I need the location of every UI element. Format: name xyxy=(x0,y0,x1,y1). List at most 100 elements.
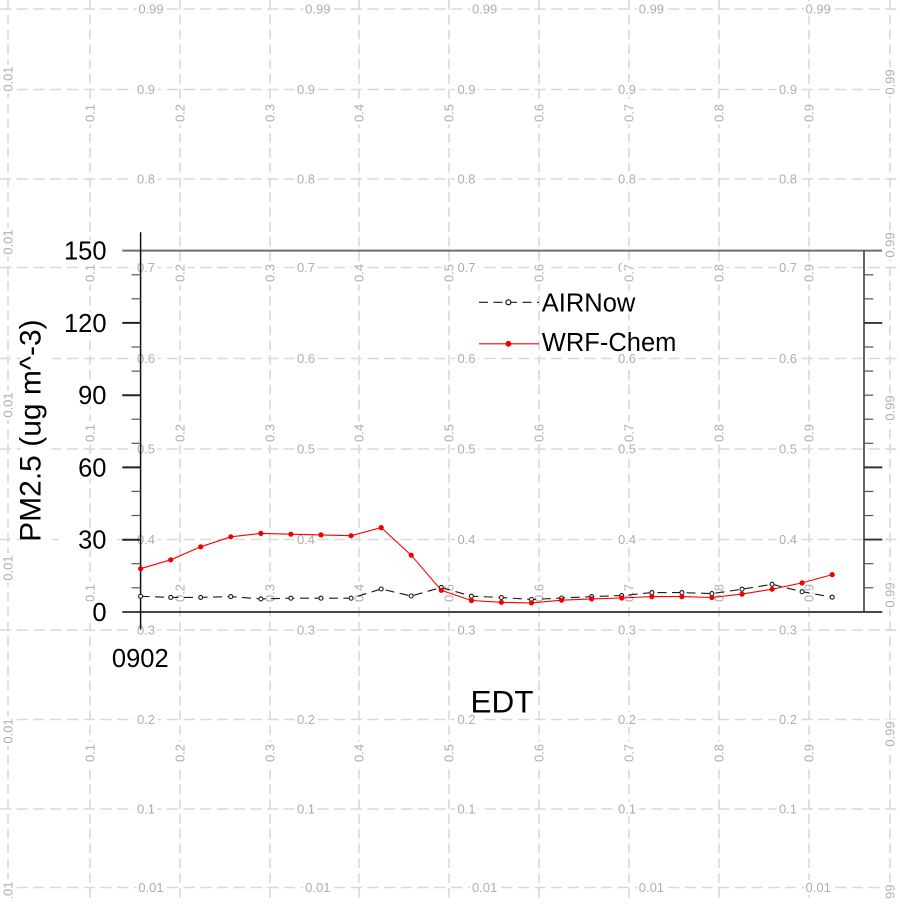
svg-text:0.3: 0.3 xyxy=(297,623,315,638)
svg-text:0.2: 0.2 xyxy=(779,712,797,727)
svg-text:0.7: 0.7 xyxy=(137,260,155,275)
svg-text:0.01: 0.01 xyxy=(1,881,16,900)
svg-text:0.5: 0.5 xyxy=(779,442,797,457)
svg-text:0.6: 0.6 xyxy=(779,351,797,366)
svg-text:0.99: 0.99 xyxy=(472,2,497,17)
svg-text:0.99: 0.99 xyxy=(883,884,898,900)
svg-text:0.3: 0.3 xyxy=(263,104,278,122)
svg-text:0.3: 0.3 xyxy=(263,744,278,762)
svg-text:0.1: 0.1 xyxy=(779,802,797,817)
svg-text:0.5: 0.5 xyxy=(442,264,457,282)
svg-text:0.1: 0.1 xyxy=(137,802,155,817)
svg-text:0.99: 0.99 xyxy=(883,69,898,94)
svg-text:0.99: 0.99 xyxy=(883,721,898,746)
svg-text:0.01: 0.01 xyxy=(138,880,163,895)
svg-text:0.5: 0.5 xyxy=(442,424,457,442)
svg-text:0.1: 0.1 xyxy=(457,802,475,817)
svg-text:0.01: 0.01 xyxy=(1,555,16,580)
svg-text:0.2: 0.2 xyxy=(297,712,315,727)
svg-text:0.4: 0.4 xyxy=(352,264,367,282)
svg-text:0.1: 0.1 xyxy=(83,264,98,282)
svg-text:0.01: 0.01 xyxy=(1,392,16,417)
svg-text:0.5: 0.5 xyxy=(297,442,315,457)
svg-text:0.01: 0.01 xyxy=(1,66,16,91)
svg-text:0.1: 0.1 xyxy=(618,802,636,817)
svg-text:0.1: 0.1 xyxy=(297,802,315,817)
svg-text:0.99: 0.99 xyxy=(883,582,898,607)
svg-text:0.7: 0.7 xyxy=(779,260,797,275)
svg-text:0.99: 0.99 xyxy=(883,232,898,257)
svg-text:0.9: 0.9 xyxy=(137,82,155,97)
svg-text:0.8: 0.8 xyxy=(779,172,797,187)
svg-text:0: 0 xyxy=(92,599,106,627)
svg-text:0902: 0902 xyxy=(112,645,169,673)
svg-text:0.6: 0.6 xyxy=(532,744,547,762)
svg-text:EDT: EDT xyxy=(471,684,534,720)
svg-text:0.7: 0.7 xyxy=(457,260,475,275)
svg-text:0.9: 0.9 xyxy=(802,744,817,762)
svg-text:0.2: 0.2 xyxy=(173,584,188,602)
svg-text:0.6: 0.6 xyxy=(297,351,315,366)
svg-text:0.8: 0.8 xyxy=(297,172,315,187)
svg-text:0.6: 0.6 xyxy=(532,424,547,442)
svg-text:0.01: 0.01 xyxy=(305,880,330,895)
svg-text:0.9: 0.9 xyxy=(618,82,636,97)
svg-text:0.3: 0.3 xyxy=(779,623,797,638)
svg-text:0.1: 0.1 xyxy=(83,104,98,122)
svg-text:0.9: 0.9 xyxy=(802,424,817,442)
svg-text:0.5: 0.5 xyxy=(442,744,457,762)
svg-text:0.01: 0.01 xyxy=(472,880,497,895)
svg-text:0.5: 0.5 xyxy=(442,104,457,122)
svg-text:0.9: 0.9 xyxy=(297,82,315,97)
svg-text:0.01: 0.01 xyxy=(1,229,16,254)
svg-text:0.8: 0.8 xyxy=(457,172,475,187)
svg-text:90: 90 xyxy=(78,382,106,410)
svg-text:0.99: 0.99 xyxy=(806,2,831,17)
svg-text:0.4: 0.4 xyxy=(137,532,155,547)
svg-text:0.6: 0.6 xyxy=(137,351,155,366)
svg-text:0.99: 0.99 xyxy=(138,2,163,17)
svg-text:0.3: 0.3 xyxy=(263,584,278,602)
svg-text:0.01: 0.01 xyxy=(806,880,831,895)
svg-text:0.5: 0.5 xyxy=(457,442,475,457)
svg-text:30: 30 xyxy=(78,527,106,555)
svg-text:0.3: 0.3 xyxy=(137,623,155,638)
svg-text:0.7: 0.7 xyxy=(622,264,637,282)
svg-text:0.5: 0.5 xyxy=(137,442,155,457)
svg-text:60: 60 xyxy=(78,454,106,482)
svg-text:0.9: 0.9 xyxy=(802,264,817,282)
svg-text:0.6: 0.6 xyxy=(532,264,547,282)
svg-text:PM2.5 (ug m^-3): PM2.5 (ug m^-3) xyxy=(14,319,47,541)
svg-text:0.3: 0.3 xyxy=(457,623,475,638)
svg-text:0.99: 0.99 xyxy=(305,2,330,17)
svg-text:0.6: 0.6 xyxy=(532,584,547,602)
svg-text:0.01: 0.01 xyxy=(1,718,16,743)
svg-text:0.2: 0.2 xyxy=(618,712,636,727)
svg-text:0.8: 0.8 xyxy=(712,424,727,442)
svg-text:0.6: 0.6 xyxy=(618,351,636,366)
svg-text:0.8: 0.8 xyxy=(712,104,727,122)
svg-text:0.6: 0.6 xyxy=(532,104,547,122)
svg-text:0.1: 0.1 xyxy=(83,584,98,602)
svg-text:0.7: 0.7 xyxy=(622,104,637,122)
svg-text:0.3: 0.3 xyxy=(618,623,636,638)
svg-text:0.2: 0.2 xyxy=(173,264,188,282)
svg-text:0.6: 0.6 xyxy=(457,351,475,366)
svg-text:0.4: 0.4 xyxy=(352,744,367,762)
svg-text:0.99: 0.99 xyxy=(639,2,664,17)
svg-text:0.99: 0.99 xyxy=(883,395,898,420)
svg-text:0.4: 0.4 xyxy=(457,532,475,547)
svg-text:0.2: 0.2 xyxy=(457,712,475,727)
svg-text:0.9: 0.9 xyxy=(779,82,797,97)
svg-text:0.4: 0.4 xyxy=(352,424,367,442)
svg-text:0.4: 0.4 xyxy=(618,532,636,547)
svg-text:0.1: 0.1 xyxy=(83,744,98,762)
svg-text:150: 150 xyxy=(64,238,107,266)
svg-text:0.8: 0.8 xyxy=(712,264,727,282)
svg-text:0.2: 0.2 xyxy=(173,744,188,762)
svg-text:0.2: 0.2 xyxy=(173,104,188,122)
svg-text:0.8: 0.8 xyxy=(618,172,636,187)
svg-text:0.5: 0.5 xyxy=(618,442,636,457)
svg-text:0.3: 0.3 xyxy=(263,264,278,282)
svg-text:0.3: 0.3 xyxy=(263,424,278,442)
